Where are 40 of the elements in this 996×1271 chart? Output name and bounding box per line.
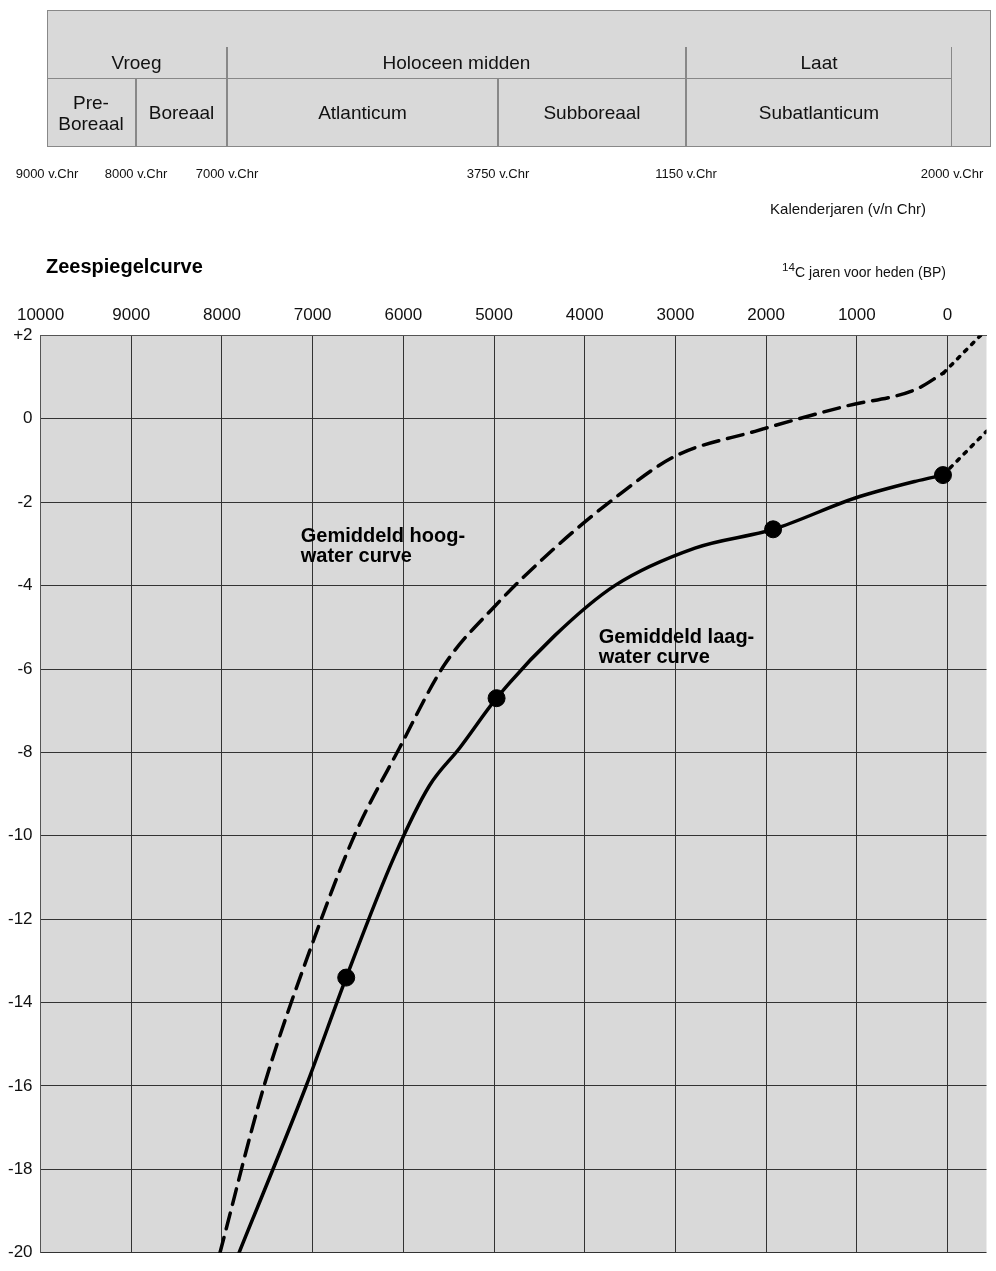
x-tick-label: 5000 <box>475 304 513 324</box>
text: Holoceen midden <box>382 52 531 73</box>
x-axis-title: $^{14}$C jaren voor heden (BP) <box>782 260 946 280</box>
text: Subboreaal <box>543 102 641 123</box>
x-tick-label: 3000 <box>656 304 695 324</box>
y-tick-label: -8 <box>17 742 33 762</box>
text: Laat <box>800 52 838 73</box>
y-tick-label: -2 <box>17 491 33 511</box>
x-tick-label: 8000 <box>203 304 241 324</box>
y-tick-label: -6 <box>17 658 33 678</box>
text: 1150 v.Chr <box>655 166 717 181</box>
text: Subatlanticum <box>758 102 880 123</box>
y-tick-label: -14 <box>7 992 33 1012</box>
x-tick-label: 7000 <box>293 304 332 324</box>
text: 8000 v.Chr <box>104 166 168 181</box>
x-tick-label: 1000 <box>837 304 876 324</box>
x-tick-label: 4000 <box>565 304 604 324</box>
text: Boreaal <box>148 102 215 123</box>
x-tick-label: 9000 <box>112 304 151 324</box>
y-tick-label: -4 <box>17 575 33 595</box>
y-tick-label: -20 <box>7 1242 33 1262</box>
text: Atlanticum <box>318 102 407 123</box>
y-tick-label: -10 <box>7 825 33 845</box>
text: Pre-Boreaal <box>58 91 124 134</box>
text: 2000 v.Chr <box>920 166 984 181</box>
y-tick-label: -18 <box>7 1159 33 1179</box>
text: 3750 v.Chr <box>466 166 530 181</box>
y-tick-label: -16 <box>7 1075 33 1095</box>
text: 7000 v.Chr <box>195 166 259 181</box>
x-tick-label: 6000 <box>384 304 423 324</box>
text: 9000 v.Chr <box>15 166 79 181</box>
y-tick-label: -12 <box>7 908 33 928</box>
x-tick-label: 0 <box>942 304 953 324</box>
x-tick-label: 10000 <box>16 304 65 324</box>
x-tick-label: 2000 <box>747 304 786 324</box>
text: Vroeg <box>111 52 162 73</box>
y-tick-label: +2 <box>13 325 33 345</box>
text: Kalenderjaren (v/n Chr) <box>770 200 926 217</box>
y-tick-label: 0 <box>23 408 33 428</box>
chart-title: Zeespiegelcurve <box>46 255 203 278</box>
